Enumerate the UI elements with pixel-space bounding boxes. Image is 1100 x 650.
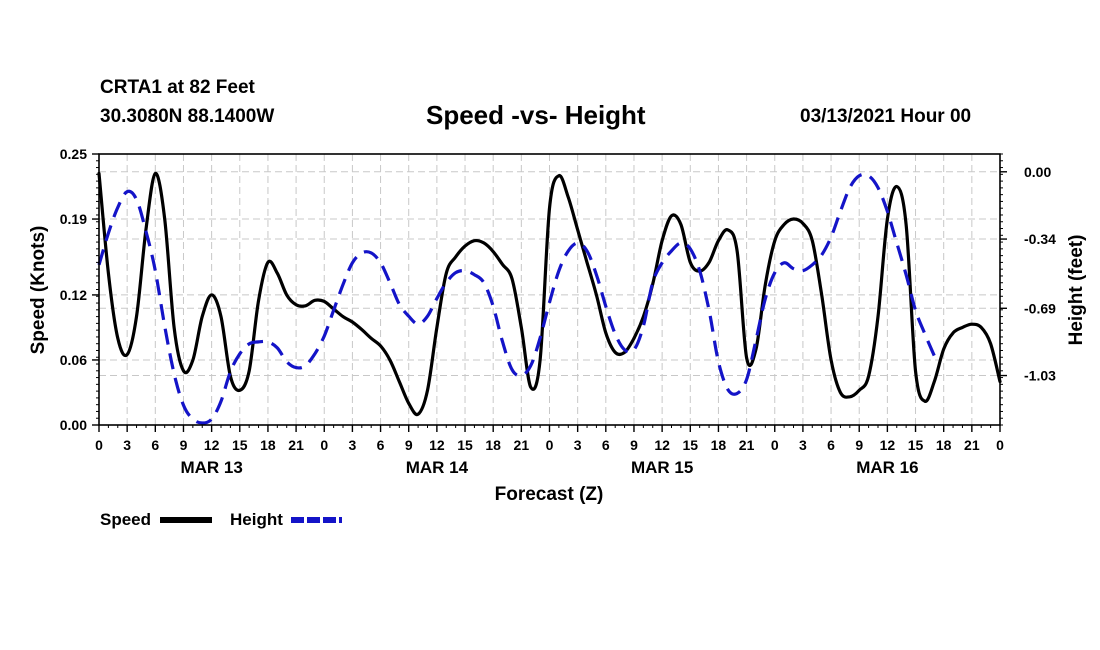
x-tick-label: 6 [377,437,385,453]
ticks-layer: 0 3 6 9 12 15 18 21 0 3 6 9 12 15 18 21 0 3 6 9 12 15 18 21 0 3 6 9… [60,146,1056,477]
legend-speed-label: Speed [100,510,151,529]
x-tick-label: 3 [799,437,807,453]
x-tick-label: 6 [151,437,159,453]
y-right-tick-label: -1.03 [1024,368,1056,384]
y-axis-left-title: Speed (Knots) [28,226,49,355]
series-layer [97,171,1002,425]
height-series-line [97,172,936,425]
x-day-label: MAR 16 [856,458,918,477]
x-tick-label: 15 [682,437,698,453]
x-tick-label: 12 [654,437,670,453]
legend: Speed Height [100,510,342,529]
x-tick-label: 9 [630,437,638,453]
x-tick-label: 0 [771,437,779,453]
x-tick-label: 9 [405,437,413,453]
x-tick-label: 0 [996,437,1004,453]
x-tick-label: 15 [457,437,473,453]
forecast-datetime: 03/13/2021 Hour 00 [800,106,972,127]
x-tick-label: 6 [602,437,610,453]
station-title: CRTA1 at 82 Feet [100,77,255,98]
y-axis-right-title: Height (feet) [1066,235,1087,346]
legend-height-label: Height [230,510,283,529]
x-tick-label: 3 [574,437,582,453]
x-tick-label: 15 [232,437,248,453]
grid-layer [99,154,1000,425]
speed-series-line [97,171,1002,417]
y-right-tick-label: -0.34 [1024,231,1056,247]
x-tick-label: 0 [546,437,554,453]
x-tick-label: 18 [260,437,276,453]
x-tick-label: 21 [288,437,304,453]
x-tick-label: 18 [711,437,727,453]
y-left-tick-label: 0.06 [60,352,87,368]
x-tick-label: 21 [739,437,755,453]
x-tick-label: 18 [485,437,501,453]
x-tick-label: 6 [827,437,835,453]
x-day-label: MAR 13 [180,458,242,477]
x-tick-label: 3 [349,437,357,453]
chart-title: Speed -vs- Height [426,100,646,130]
y-left-tick-label: 0.25 [60,146,87,162]
x-tick-label: 12 [880,437,896,453]
x-axis-title: Forecast (Z) [495,484,604,505]
x-tick-label: 21 [964,437,980,453]
x-tick-label: 12 [429,437,445,453]
x-tick-label: 12 [204,437,220,453]
y-right-tick-label: -0.69 [1024,300,1056,316]
x-tick-label: 0 [95,437,103,453]
y-left-tick-label: 0.12 [60,287,87,303]
x-tick-label: 18 [936,437,952,453]
x-tick-label: 9 [855,437,863,453]
x-day-label: MAR 15 [631,458,693,477]
station-coordinates: 30.3080N 88.1400W [100,106,275,127]
y-right-tick-label: 0.00 [1024,164,1051,180]
x-tick-label: 0 [320,437,328,453]
y-left-tick-label: 0.00 [60,417,87,433]
x-tick-label: 15 [908,437,924,453]
x-day-label: MAR 14 [406,458,469,477]
y-left-tick-label: 0.19 [60,211,87,227]
x-tick-label: 9 [180,437,188,453]
x-tick-label: 21 [514,437,530,453]
x-tick-label: 3 [123,437,131,453]
